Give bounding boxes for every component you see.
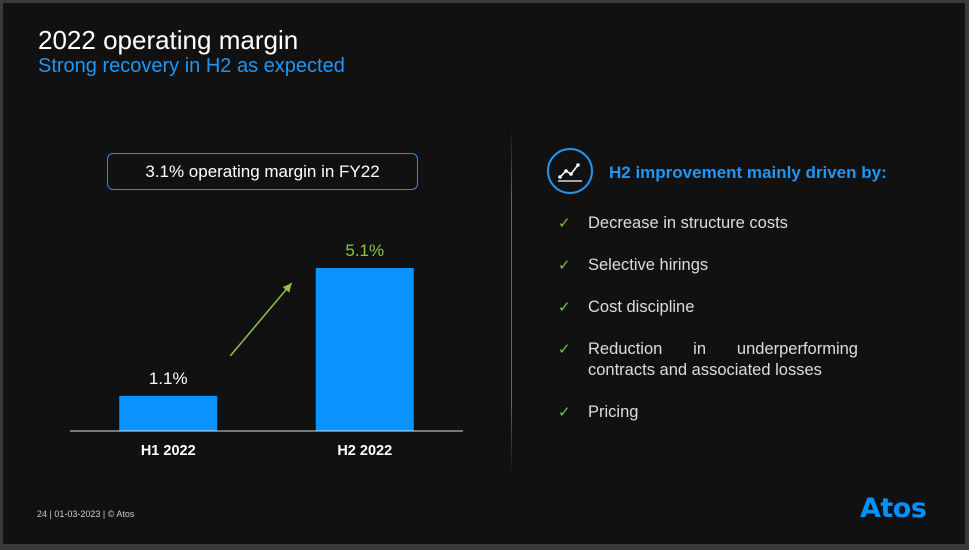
- footer-text: 24 | 01-03-2023 | © Atos: [37, 509, 135, 519]
- atos-logo: Atos: [860, 493, 927, 524]
- data-label: 5.1%: [345, 241, 384, 260]
- growth-arrow: [229, 282, 293, 357]
- list-item: ✓ Cost discipline: [558, 298, 695, 316]
- kpi-callout-text: 3.1% operating margin in FY22: [145, 161, 380, 181]
- drivers-heading: H2 improvement mainly driven by:: [609, 163, 887, 182]
- bar-chart: 1.1% H1 2022 5.1% H2 2022: [70, 241, 463, 459]
- drivers-list: ✓ Decrease in structure costs ✓ Selective …: [558, 213, 858, 444]
- list-item: ✓ Selective hirings: [558, 256, 709, 274]
- check-icon: ✓: [558, 404, 571, 421]
- category-label: H1 2022: [141, 443, 196, 459]
- page-title: 2022 operating margin: [38, 25, 299, 55]
- data-label: 1.1%: [149, 369, 188, 388]
- check-icon: ✓: [558, 299, 571, 316]
- list-item: ✓ Decrease in structure costs: [558, 214, 788, 232]
- slide: 2022 operating margin Strong recovery in…: [3, 3, 965, 544]
- list-item: ✓ Reduction in underperforming contracts …: [558, 340, 858, 379]
- divider: [511, 128, 512, 473]
- growth-arrow-head: [282, 283, 292, 293]
- bar: [315, 268, 414, 431]
- page-subtitle: Strong recovery in H2 as expected: [38, 55, 345, 77]
- list-item: ✓ Pricing: [558, 403, 639, 421]
- kpi-callout: 3.1% operating margin in FY22: [107, 153, 418, 190]
- check-icon: ✓: [558, 257, 571, 274]
- check-icon: ✓: [558, 341, 571, 358]
- category-label: H2 2022: [337, 443, 392, 459]
- bar: [119, 395, 218, 431]
- line-chart-icon: [547, 148, 593, 194]
- check-icon: ✓: [558, 215, 571, 232]
